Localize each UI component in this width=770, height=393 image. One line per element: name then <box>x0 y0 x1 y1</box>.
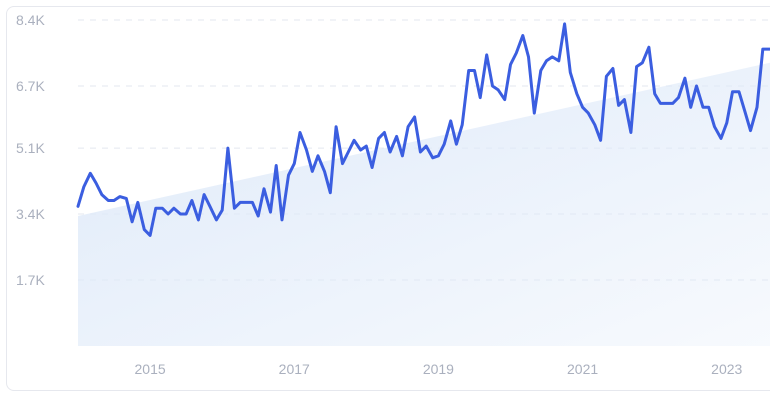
series-line <box>76 22 770 237</box>
x-tick-label: 2021 <box>567 361 598 377</box>
y-axis-ticks: 1.7K 3.4K 5.1K 6.7K 8.4K <box>16 12 45 288</box>
y-tick-label: 6.7K <box>16 78 45 94</box>
x-tick-label: 2017 <box>279 361 310 377</box>
y-tick-label: 8.4K <box>16 12 45 28</box>
x-tick-label: 2015 <box>135 361 166 377</box>
y-tick-label: 5.1K <box>16 140 45 156</box>
trend-area <box>78 62 770 346</box>
x-tick-label: 2023 <box>711 361 742 377</box>
y-tick-label: 1.7K <box>16 272 45 288</box>
x-tick-label: 2019 <box>423 361 454 377</box>
y-tick-label: 3.4K <box>16 206 45 222</box>
x-axis-ticks: 2015 2017 2019 2021 2023 <box>135 361 743 377</box>
